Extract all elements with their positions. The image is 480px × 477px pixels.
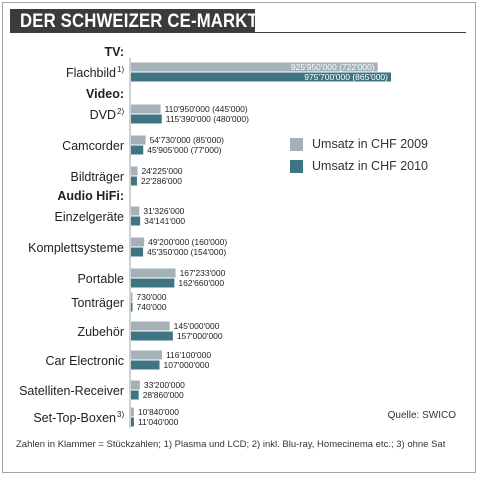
group-heading: Audio HiFi:: [57, 189, 124, 203]
legend-label-2010: Umsatz in CHF 2010: [312, 159, 429, 173]
data-label-2009: 145'000'000: [174, 321, 220, 331]
data-label-2010: 28'860'000: [143, 390, 184, 400]
category-label: Car Electronic: [46, 354, 125, 368]
title-tick: [254, 9, 255, 33]
bar-2009: [131, 380, 140, 390]
data-label-2009: 31'326'000: [143, 206, 184, 216]
bar-2009: [131, 166, 138, 176]
data-label-2009: 49'200'000 (160'000): [148, 237, 227, 247]
category-footnote-mark: 1): [117, 65, 124, 74]
data-label-2009: 925'950'000 (722'000): [291, 62, 375, 72]
bar-2009: [131, 237, 145, 247]
data-label-2010: 975'700'000 (865'000): [304, 72, 388, 82]
bar-2010: [131, 302, 133, 312]
category-label: Satelliten-Receiver: [19, 384, 124, 398]
bar-2009: [131, 268, 176, 278]
data-label-2009: 10'840'000: [138, 407, 179, 417]
category-label: Komplettsysteme: [28, 241, 124, 255]
data-label-2010: 11'040'000: [138, 417, 179, 427]
data-label-2010: 162'660'000: [178, 278, 224, 288]
bar-2009: [131, 206, 140, 216]
chart-title: DER SCHWEIZER CE-MARKT: [20, 11, 258, 32]
legend: Umsatz in CHF 2009 Umsatz in CHF 2010: [290, 133, 428, 177]
bar-2010: [131, 278, 175, 288]
bar-2009: [131, 407, 134, 417]
data-label-2010: 157'000'000: [177, 331, 223, 341]
data-label-2010: 34'141'000: [144, 216, 185, 226]
bar-2009: [131, 292, 133, 302]
data-label-2009: 116'100'000: [166, 350, 211, 360]
legend-swatch-2009: [290, 137, 303, 151]
data-label-2010: 740'000: [137, 302, 167, 312]
category-label: Camcorder: [62, 139, 124, 153]
group-heading: TV:: [105, 45, 124, 59]
data-label-2009: 33'200'000: [144, 380, 185, 390]
category-label: Portable: [77, 272, 124, 286]
title-bar: [10, 9, 254, 33]
category-label: Zubehör: [77, 325, 124, 339]
data-label-2010: 45'905'000 (77'000): [147, 145, 222, 155]
category-label: Flachbild: [66, 66, 116, 80]
bar-2010: [131, 331, 173, 341]
category-label: Set-Top-Boxen: [33, 411, 116, 425]
bar-2010: [131, 114, 162, 124]
data-label-2009: 730'000: [137, 292, 167, 302]
title-rule: [254, 32, 466, 33]
bar-2010: [131, 360, 160, 370]
data-label-2009: 24'225'000: [141, 166, 182, 176]
bar-2010: [131, 145, 144, 155]
data-label-2010: 115'390'000 (480'000): [166, 114, 249, 124]
data-label-2010: 45'350'000 (154'000): [147, 247, 226, 257]
category-footnote-mark: 2): [117, 107, 124, 116]
legend-item-2009: Umsatz in CHF 2009: [290, 133, 428, 155]
legend-label-2009: Umsatz in CHF 2009: [312, 137, 429, 151]
category-label: Einzelgeräte: [55, 210, 125, 224]
data-label-2010: 22'286'000: [141, 176, 182, 186]
bar-2009: [131, 104, 161, 114]
bar-2009: [131, 350, 162, 360]
category-label: DVD: [90, 108, 116, 122]
data-label-2010: 107'000'000: [164, 360, 210, 370]
data-label-2009: 110'950'000 (445'000): [165, 104, 248, 114]
category-footnote-mark: 3): [117, 410, 124, 419]
bar-2010: [131, 72, 391, 82]
category-label: Tonträger: [71, 296, 124, 310]
bar-2009: [131, 321, 170, 331]
bar-2010: [131, 176, 137, 186]
bar-2009: [131, 135, 146, 145]
source-note: Quelle: SWICO: [387, 410, 456, 421]
bar-2010: [131, 247, 144, 257]
data-label-2009: 54'730'000 (85'000): [150, 135, 225, 145]
data-label-2009: 167'233'000: [180, 268, 226, 278]
bar-2010: [131, 216, 141, 226]
bar-2009: [131, 62, 378, 72]
legend-item-2010: Umsatz in CHF 2010: [290, 155, 428, 177]
footnote: Zahlen in Klammer = Stückzahlen; 1) Plas…: [16, 439, 446, 450]
category-label: Bildträger: [71, 170, 125, 184]
bar-2010: [131, 390, 139, 400]
bar-2010: [131, 417, 134, 427]
legend-swatch-2010: [290, 159, 303, 173]
group-heading: Video:: [86, 87, 124, 101]
